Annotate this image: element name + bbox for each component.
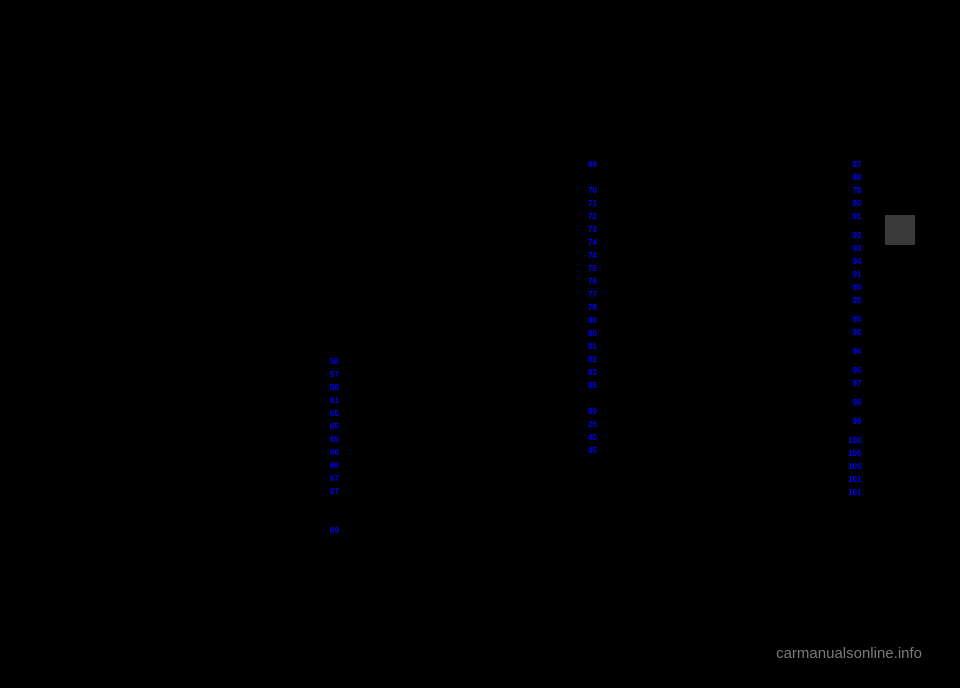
page-link[interactable]: 101 <box>848 486 861 499</box>
page-link[interactable]: 95 <box>852 313 861 326</box>
page-link[interactable]: 100 <box>848 447 861 460</box>
page-link[interactable]: 99 <box>852 415 861 428</box>
page-link[interactable]: 82 <box>588 353 597 366</box>
index-column-3: 87 88 78 80 91 92 93 94 91 95 95 95 96 9… <box>848 158 861 499</box>
page-link[interactable]: 65 <box>330 420 339 433</box>
page-link[interactable]: 83 <box>588 366 597 379</box>
page-link[interactable]: 65 <box>330 433 339 446</box>
page-link[interactable]: 81 <box>588 340 597 353</box>
page-link[interactable]: 96 <box>852 364 861 377</box>
page-link[interactable]: 66 <box>330 446 339 459</box>
page-link[interactable]: 69 <box>588 158 597 171</box>
page-link[interactable]: 95 <box>852 281 861 294</box>
page-link[interactable]: 67 <box>330 472 339 485</box>
page-link[interactable]: 57 <box>330 368 339 381</box>
watermark-text: carmanualsonline.info <box>776 645 922 662</box>
page-link[interactable]: 58 <box>330 381 339 394</box>
page-link[interactable]: 100 <box>848 460 861 473</box>
page-link[interactable]: 67 <box>330 485 339 498</box>
page-link[interactable]: 96 <box>852 345 861 358</box>
page-link[interactable]: 91 <box>852 210 861 223</box>
page-link[interactable]: 78 <box>852 184 861 197</box>
page-link[interactable]: 77 <box>588 288 597 301</box>
page-link[interactable]: 80 <box>852 197 861 210</box>
page-link[interactable]: 98 <box>852 396 861 409</box>
page-link[interactable]: 80 <box>588 327 597 340</box>
page-link[interactable]: 71 <box>588 197 597 210</box>
page-link[interactable]: 25 <box>588 418 597 431</box>
page-link[interactable]: 69 <box>330 524 339 537</box>
page-link[interactable]: 88 <box>852 171 861 184</box>
page-link[interactable]: 75 <box>588 262 597 275</box>
page-link[interactable]: 74 <box>588 236 597 249</box>
index-column-2: 69 70 71 72 73 74 74 75 76 77 78 80 80 8… <box>588 158 597 457</box>
page-link[interactable]: 91 <box>852 268 861 281</box>
page-link[interactable]: 95 <box>852 294 861 307</box>
page-link[interactable]: 94 <box>852 255 861 268</box>
page-link[interactable]: 70 <box>588 184 597 197</box>
page-link[interactable]: 45 <box>588 431 597 444</box>
page-link[interactable]: 72 <box>588 210 597 223</box>
page-link[interactable]: 56 <box>330 355 339 368</box>
page-link[interactable]: 87 <box>852 158 861 171</box>
page-link[interactable]: 89 <box>588 405 597 418</box>
index-column-1: 56 57 58 61 65 65 65 66 66 67 67 69 <box>330 355 339 537</box>
page-link[interactable]: 65 <box>330 407 339 420</box>
page-link[interactable]: 85 <box>588 379 597 392</box>
page-link[interactable]: 66 <box>330 459 339 472</box>
section-tab-marker <box>885 215 915 245</box>
page-link[interactable]: 80 <box>588 314 597 327</box>
page-link[interactable]: 97 <box>852 377 861 390</box>
page-link[interactable]: 100 <box>848 434 861 447</box>
page-link[interactable]: 101 <box>848 473 861 486</box>
page-link[interactable]: 76 <box>588 275 597 288</box>
page-link[interactable]: 92 <box>852 229 861 242</box>
page-link[interactable]: 78 <box>588 301 597 314</box>
page-link[interactable]: 45 <box>588 444 597 457</box>
page-link[interactable]: 93 <box>852 242 861 255</box>
page-link[interactable]: 74 <box>588 249 597 262</box>
page-link[interactable]: 73 <box>588 223 597 236</box>
page-link[interactable]: 61 <box>330 394 339 407</box>
page-link[interactable]: 96 <box>852 326 861 339</box>
